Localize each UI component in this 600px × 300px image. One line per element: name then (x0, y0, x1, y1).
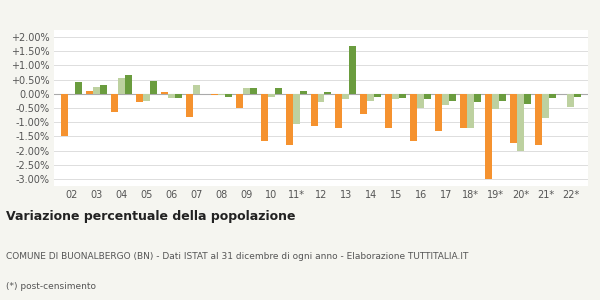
Bar (374, 94, 382, 97)
Bar (260, 94, 268, 141)
Bar (168, 94, 175, 98)
Text: COMUNE DI BUONALBERGO (BN) - Dati ISTAT al 31 dicembre di ogni anno - Elaborazio: COMUNE DI BUONALBERGO (BN) - Dati ISTAT … (6, 252, 469, 261)
Bar (299, 91, 307, 94)
Bar (325, 92, 331, 94)
Bar (567, 94, 574, 106)
Bar (61, 94, 68, 136)
Bar (211, 94, 218, 95)
Bar (467, 94, 474, 128)
Bar (524, 94, 531, 104)
Bar (150, 81, 157, 94)
Bar (186, 94, 193, 116)
Bar (111, 94, 118, 112)
Bar (367, 94, 374, 101)
Bar (385, 94, 392, 128)
Bar (175, 94, 182, 98)
Bar (93, 87, 100, 94)
Bar (535, 94, 542, 145)
Bar (242, 88, 250, 94)
Bar (492, 94, 499, 110)
Bar (250, 88, 257, 94)
Bar (460, 94, 467, 128)
Bar (293, 94, 299, 124)
Bar (286, 94, 293, 145)
Bar (161, 92, 168, 94)
Bar (499, 94, 506, 101)
Bar (449, 94, 456, 101)
Bar (410, 94, 418, 141)
Bar (317, 94, 325, 102)
Bar (224, 94, 232, 97)
Bar (218, 94, 224, 95)
Bar (424, 94, 431, 100)
Bar (268, 94, 275, 97)
Bar (349, 46, 356, 94)
Bar (143, 94, 150, 101)
Bar (435, 94, 442, 131)
Bar (335, 94, 343, 128)
Text: Variazione percentuale della popolazione: Variazione percentuale della popolazione (6, 210, 296, 223)
Bar (418, 94, 424, 108)
Bar (75, 82, 82, 94)
Text: (*) post-censimento: (*) post-censimento (6, 282, 96, 291)
Bar (542, 94, 549, 118)
Bar (125, 75, 132, 94)
Bar (442, 94, 449, 105)
Bar (236, 94, 242, 108)
Bar (275, 88, 281, 94)
Bar (549, 94, 556, 98)
Bar (517, 94, 524, 151)
Bar (574, 94, 581, 97)
Bar (474, 94, 481, 102)
Bar (343, 94, 349, 100)
Bar (118, 78, 125, 94)
Bar (136, 94, 143, 102)
Bar (193, 85, 200, 94)
Bar (100, 85, 107, 94)
Bar (485, 94, 492, 179)
Bar (400, 94, 406, 98)
Bar (392, 94, 400, 100)
Bar (510, 94, 517, 143)
Bar (311, 94, 317, 126)
Bar (86, 91, 93, 94)
Bar (361, 94, 367, 114)
